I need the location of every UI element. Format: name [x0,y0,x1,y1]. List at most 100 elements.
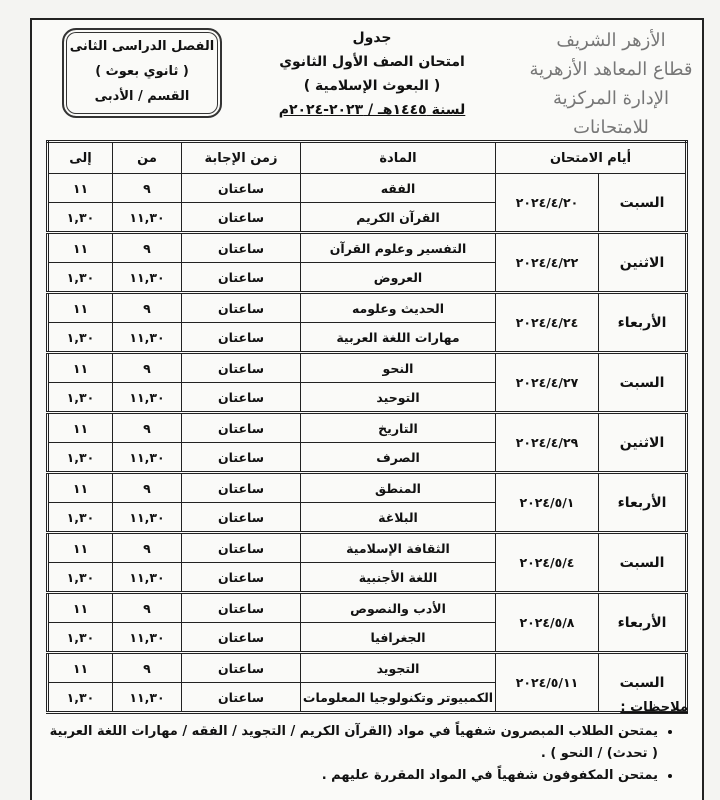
note-item: يمتحن المكفوفون شفهياً في المواد المقررة… [46,765,658,787]
from-cell: ١١,٣٠ [112,682,182,713]
document-page: الفصل الدراسى الثانى ( ثانوي بعوث ) القس… [30,18,704,800]
from-cell: ١١,٣٠ [112,622,182,653]
table-row: الأربعاء ٢٠٢٤/٥/١ المنطق ساعتان ٩ ١١ [47,472,687,533]
title-line: امتحان الصف الأول الثانوي [279,54,465,70]
to-cell: ١١ [47,292,113,323]
duration-cell: ساعتان [181,292,301,323]
academic-year: لسنة ١٤٤٥هـ / ٢٠٢٣-٢٠٢٤م [278,102,466,118]
from-cell: ٩ [112,292,182,323]
to-cell: ١١ [47,173,113,203]
to-cell: ١١ [47,412,113,443]
header-to: إلى [47,141,113,174]
notes-heading: ملاحظات : [620,700,688,715]
duration-cell: ساعتان [181,262,301,293]
table-row: التوحيد ساعتان ١١,٣٠ ١,٣٠ [47,382,687,413]
section-line: القسم / الأدبى [94,89,190,104]
duration-cell: ساعتان [181,202,301,233]
date-cell: ٢٠٢٤/٥/١١ [495,652,599,713]
to-cell: ١١ [47,232,113,263]
from-cell: ٩ [112,173,182,203]
to-cell: ١,٣٠ [47,562,113,593]
table-row: الأربعاء ٢٠٢٤/٥/٨ الأدب والنصوص ساعتان ٩ ١١ [47,592,687,653]
from-cell: ١١,٣٠ [112,382,182,413]
subject-cell: التاريخ [300,412,496,443]
from-cell: ١١,٣٠ [112,262,182,293]
header-subject: المادة [300,141,496,174]
day-cell: السبت [598,652,687,713]
subject-cell: التجويد [300,652,496,683]
duration-cell: ساعتان [181,352,301,383]
table-row: الصرف ساعتان ١١,٣٠ ١,٣٠ [47,442,687,473]
semester-box: الفصل الدراسى الثانى ( ثانوي بعوث ) القس… [62,28,222,118]
azhar-logo-text: الأزهر الشريف قطاع المعاهد الأزهرية الإد… [526,26,696,142]
from-cell: ٩ [112,532,182,563]
day-cell: السبت [598,173,687,233]
to-cell: ١,٣٠ [47,682,113,713]
document-title: جدول امتحان الصف الأول الثانوي ( البعوث … [242,26,502,122]
subject-cell: الحديث وعلومه [300,292,496,323]
subject-cell: المنطق [300,472,496,503]
duration-cell: ساعتان [181,532,301,563]
subject-cell: الأدب والنصوص [300,592,496,623]
date-cell: ٢٠٢٤/٤/٢٠ [495,173,599,233]
from-cell: ١١,٣٠ [112,322,182,353]
table-row: السبت ٢٠٢٤/٥/٤ الثقافة الإسلامية ساعتان ٩ ١١ [47,532,687,593]
logo-line: الإدارة المركزية للامتحانات [552,88,670,138]
to-cell: ١١ [47,352,113,383]
table-header-row: أيام الامتحان المادة زمن الإجابة من إلى [47,141,687,174]
subject-cell: القرآن الكريم [300,202,496,233]
date-cell: ٢٠٢٤/٤/٢٢ [495,232,599,293]
from-cell: ٩ [112,412,182,443]
duration-cell: ساعتان [181,232,301,263]
duration-cell: ساعتان [181,652,301,683]
day-cell: الأربعاء [598,592,687,653]
table-row: السبت ٢٠٢٤/٥/١١ التجويد ساعتان ٩ ١١ [47,652,687,713]
title-line: ( البعوث الإسلامية ) [303,78,441,94]
to-cell: ١١ [47,592,113,623]
to-cell: ١,٣٠ [47,622,113,653]
header-from: من [112,141,182,174]
day-cell: السبت [598,532,687,593]
duration-cell: ساعتان [181,682,301,713]
duration-cell: ساعتان [181,173,301,203]
to-cell: ١,٣٠ [47,442,113,473]
date-cell: ٢٠٢٤/٥/٤ [495,532,599,593]
to-cell: ١,٣٠ [47,322,113,353]
day-cell: الأربعاء [598,292,687,353]
subject-cell: الجغرافيا [300,622,496,653]
subject-cell: اللغة الأجنبية [300,562,496,593]
table-row: الأربعاء ٢٠٢٤/٤/٢٤ الحديث وعلومه ساعتان ٩ ١١ [47,292,687,353]
duration-cell: ساعتان [181,382,301,413]
subject-cell: العروض [300,262,496,293]
header-duration: زمن الإجابة [181,141,301,174]
day-cell: الاثنين [598,412,687,473]
program-line: ( ثانوي بعوث ) [95,64,189,79]
day-cell: الاثنين [598,232,687,293]
date-cell: ٢٠٢٤/٤/٢٧ [495,352,599,413]
subject-cell: النحو [300,352,496,383]
table-row: الاثنين ٢٠٢٤/٤/٢٢ التفسير وعلوم القرآن ساعت… [47,232,687,293]
from-cell: ٩ [112,592,182,623]
semester-line: الفصل الدراسى الثانى [69,39,215,54]
day-cell: الأربعاء [598,472,687,533]
to-cell: ١١ [47,472,113,503]
from-cell: ٩ [112,232,182,263]
day-cell: السبت [598,352,687,413]
duration-cell: ساعتان [181,412,301,443]
to-cell: ١,٣٠ [47,502,113,533]
logo-line: الأزهر الشريف [556,30,666,51]
from-cell: ١١,٣٠ [112,562,182,593]
from-cell: ٩ [112,352,182,383]
subject-cell: الصرف [300,442,496,473]
date-cell: ٢٠٢٤/٥/١ [495,472,599,533]
duration-cell: ساعتان [181,622,301,653]
to-cell: ١١ [47,652,113,683]
logo-line: قطاع المعاهد الأزهرية [529,59,693,80]
table-row: الاثنين ٢٠٢٤/٤/٢٩ التاريخ ساعتان ٩ ١١ [47,412,687,473]
subject-cell: الثقافة الإسلامية [300,532,496,563]
duration-cell: ساعتان [181,442,301,473]
from-cell: ١١,٣٠ [112,502,182,533]
title-line: جدول [352,30,392,46]
date-cell: ٢٠٢٤/٤/٢٩ [495,412,599,473]
duration-cell: ساعتان [181,472,301,503]
